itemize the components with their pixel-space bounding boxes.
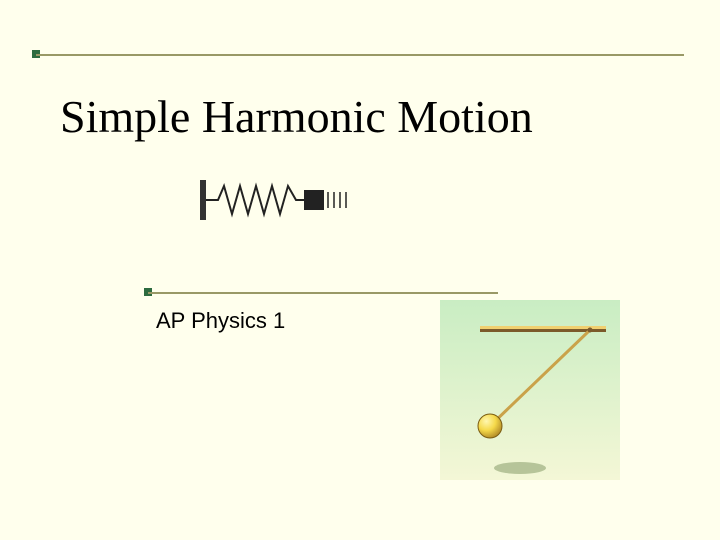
wall (200, 180, 206, 220)
subtitle-horizontal-rule (148, 292, 498, 294)
mass-block (304, 190, 324, 210)
spring (206, 186, 304, 214)
pendulum-pivot (588, 328, 593, 333)
pendulum-figure (440, 300, 620, 480)
slide-title: Simple Harmonic Motion (60, 90, 533, 143)
slide-subtitle: AP Physics 1 (156, 308, 285, 334)
support-bar-highlight (480, 326, 606, 329)
pendulum-bob (478, 414, 502, 438)
spring-mass-figure (200, 180, 360, 220)
slide: Simple Harmonic Motion (0, 0, 720, 540)
pendulum-shadow (494, 462, 546, 474)
spring-mass-svg (200, 180, 346, 220)
top-horizontal-rule (36, 54, 684, 56)
